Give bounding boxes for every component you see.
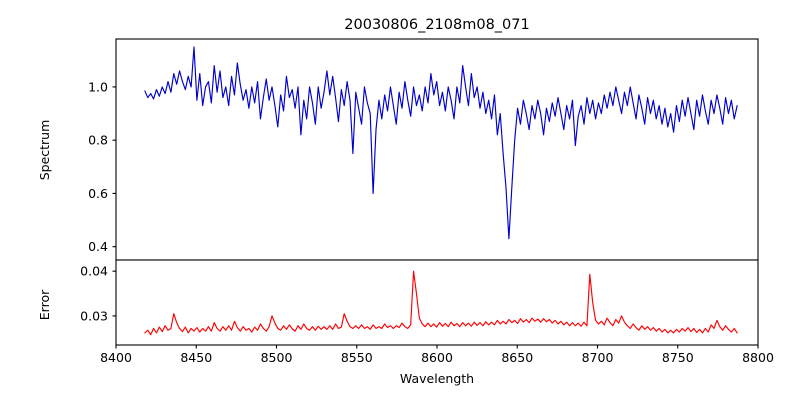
spectrum-data-line <box>144 46 738 240</box>
tick-label: 8450 <box>180 350 212 365</box>
spectrum-axis-label: Spectrum <box>37 120 52 181</box>
wavelength-x-tick-group: 8400 8450 8500 8550 8600 8650 8700 8750 8800 <box>100 345 774 365</box>
tick-label: 0.4 <box>88 239 108 254</box>
tick-label: 8800 <box>742 350 774 365</box>
tick-label: 8650 <box>501 350 533 365</box>
tick-label: 8400 <box>100 350 132 365</box>
tick-label: 0.03 <box>80 308 108 323</box>
plot-title: 20030806_2108m08_071 <box>344 17 529 33</box>
error-data-line <box>144 270 738 336</box>
error-plot-area <box>116 260 758 345</box>
tick-label: 1.0 <box>88 79 108 94</box>
tick-label: 8600 <box>421 350 453 365</box>
spectrum-plot-area <box>116 39 758 260</box>
error-panel: 0.04 0.03 8400 8450 8500 8550 8600 8650 8700 875… <box>37 259 774 386</box>
tick-label: 0.04 <box>80 264 108 279</box>
tick-label: 0.6 <box>88 186 108 201</box>
wavelength-axis-label: Wavelength <box>400 371 474 386</box>
tick-label: 8750 <box>662 350 694 365</box>
tick-label: 8500 <box>261 350 293 365</box>
spectrum-y-tick-group: 1.0 0.8 0.6 0.4 <box>88 79 116 254</box>
tick-label: 8700 <box>582 350 614 365</box>
error-axis-label: Error <box>37 289 52 320</box>
spectrum-panel: 1.0 0.8 0.6 0.4 Spectrum <box>37 38 759 261</box>
error-y-tick-group: 0.04 0.03 <box>80 264 116 323</box>
tick-label: 8550 <box>341 350 373 365</box>
tick-label: 0.8 <box>88 133 108 148</box>
